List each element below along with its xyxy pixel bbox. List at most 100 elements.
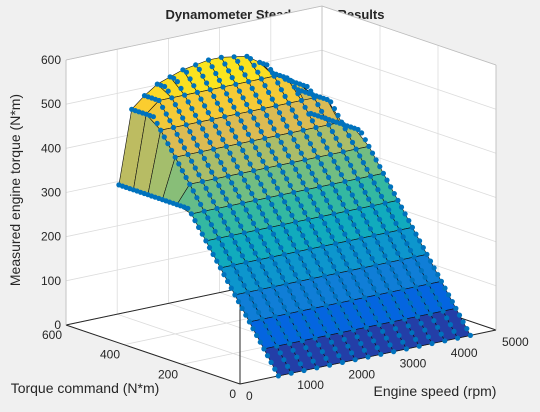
data-marker — [402, 316, 408, 322]
data-marker — [167, 74, 173, 80]
data-marker — [229, 180, 235, 186]
data-marker — [254, 332, 260, 338]
data-marker — [209, 116, 215, 122]
data-marker — [425, 334, 431, 340]
data-marker — [272, 208, 278, 214]
data-marker — [316, 237, 322, 243]
data-marker — [129, 106, 135, 112]
data-marker — [303, 292, 309, 298]
data-marker — [382, 305, 388, 311]
data-marker — [387, 237, 393, 243]
data-marker — [451, 328, 457, 334]
data-marker — [332, 293, 338, 299]
data-marker — [260, 106, 266, 112]
data-marker — [287, 130, 293, 136]
data-marker — [387, 289, 393, 295]
data-marker — [235, 299, 242, 305]
data-marker — [287, 182, 293, 189]
data-marker — [321, 273, 328, 279]
data-marker — [283, 334, 289, 340]
data-marker — [269, 201, 275, 207]
data-marker — [342, 231, 348, 237]
data-marker — [251, 62, 257, 68]
data-marker — [440, 308, 446, 314]
data-marker — [307, 193, 313, 199]
data-marker — [220, 84, 226, 90]
data-marker — [358, 340, 364, 347]
data-marker — [202, 103, 208, 109]
data-marker — [438, 331, 444, 337]
data-marker — [395, 197, 401, 203]
data-marker — [231, 54, 237, 60]
y-tick-label: 200 — [158, 367, 178, 381]
data-marker — [241, 230, 247, 236]
data-marker — [230, 210, 236, 216]
data-marker — [302, 157, 308, 163]
data-marker — [442, 338, 448, 344]
data-marker — [253, 145, 259, 151]
data-marker — [358, 288, 364, 294]
data-marker — [389, 266, 395, 272]
data-marker — [355, 176, 361, 182]
data-marker — [296, 173, 302, 179]
data-marker — [272, 313, 278, 320]
data-marker — [424, 251, 430, 257]
data-marker — [262, 135, 268, 141]
data-marker — [218, 54, 224, 60]
data-marker — [336, 300, 342, 306]
data-marker — [327, 362, 333, 368]
data-marker — [207, 87, 213, 93]
data-marker — [307, 246, 313, 252]
data-marker — [301, 315, 307, 321]
data-marker — [337, 142, 343, 148]
data-marker — [427, 311, 433, 317]
data-marker — [279, 274, 286, 280]
data-marker — [339, 359, 345, 365]
data-marker — [247, 161, 253, 167]
data-marker — [346, 133, 352, 139]
z-tick-label: 600 — [41, 53, 61, 67]
data-marker — [194, 142, 200, 148]
data-marker — [191, 135, 197, 141]
data-marker — [267, 172, 273, 178]
data-marker — [204, 80, 210, 86]
data-marker — [205, 162, 211, 168]
data-marker — [418, 268, 424, 274]
data-marker — [289, 212, 295, 218]
data-marker — [170, 124, 177, 131]
data-marker — [383, 335, 389, 341]
x-tick-label: 1000 — [297, 378, 324, 392]
data-marker — [318, 214, 324, 220]
data-marker — [283, 228, 289, 234]
data-marker — [308, 110, 314, 117]
data-marker — [382, 200, 388, 206]
data-marker — [322, 220, 328, 226]
data-marker — [316, 184, 322, 190]
data-marker — [227, 203, 233, 209]
x-tick-label: 2000 — [348, 367, 375, 381]
data-marker — [360, 212, 366, 218]
data-marker — [183, 122, 189, 128]
data-marker — [254, 174, 260, 180]
data-marker — [360, 318, 366, 324]
data-marker — [318, 266, 324, 272]
data-marker — [369, 203, 375, 209]
data-marker — [240, 200, 246, 206]
data-marker — [247, 108, 253, 114]
data-marker — [196, 66, 202, 72]
data-marker — [261, 293, 267, 299]
data-marker — [230, 262, 236, 268]
data-marker — [385, 312, 391, 318]
data-marker — [362, 295, 368, 301]
data-marker — [265, 247, 271, 253]
data-marker — [378, 299, 384, 305]
data-marker — [278, 87, 284, 93]
data-marker — [411, 254, 417, 260]
data-marker — [194, 89, 200, 95]
x-tick-label: 4000 — [451, 346, 478, 360]
data-marker — [187, 76, 193, 82]
data-marker — [229, 75, 235, 81]
data-marker — [311, 147, 317, 154]
data-marker — [389, 214, 395, 220]
data-marker — [302, 210, 308, 216]
